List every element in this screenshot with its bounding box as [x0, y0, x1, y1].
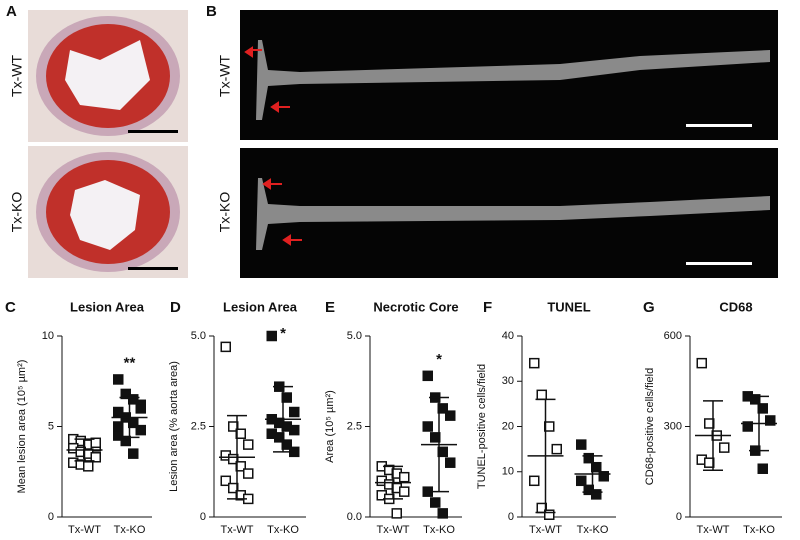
data-point [529, 357, 540, 369]
y-tick-label: 5.0 [347, 330, 362, 342]
data-point [536, 389, 547, 401]
data-point [696, 357, 707, 369]
data-point [90, 437, 101, 449]
panel-letter: F [483, 299, 492, 316]
data-point [551, 443, 562, 455]
significance: * [280, 325, 286, 342]
data-point [719, 442, 730, 453]
data-point [576, 439, 587, 450]
data-point [576, 475, 587, 487]
data-point [765, 415, 776, 426]
data-point [128, 448, 139, 459]
row-label: Tx-KO [217, 192, 233, 233]
chart-title: Lesion Area [223, 299, 298, 314]
y-tick-label: 5 [48, 420, 54, 432]
y-tick-label: 10 [502, 466, 514, 478]
y-tick-label: 0 [48, 511, 54, 523]
histology-image [28, 10, 188, 142]
data-point [113, 406, 124, 418]
data-point [437, 508, 448, 519]
y-tick-label: 40 [502, 330, 514, 342]
panel-letter: G [643, 299, 655, 316]
data-point [742, 421, 753, 432]
y-axis-label: Lesion area (% aorta area) [168, 361, 180, 492]
x-tick-label: Tx-KO [267, 524, 299, 536]
data-point [220, 341, 231, 353]
chart-title: Lesion Area [70, 299, 145, 314]
row-label: Tx-KO [9, 192, 25, 233]
data-point [220, 475, 231, 487]
data-point [266, 330, 277, 342]
data-point [243, 468, 254, 479]
chart-title: Necrotic Core [373, 299, 458, 314]
panel-letter: C [5, 299, 16, 316]
panel-letter: D [170, 299, 181, 316]
y-tick-label: 5.0 [191, 330, 206, 342]
y-tick-label: 600 [664, 330, 682, 342]
y-axis-label: TUNEL-positive cells/field [476, 364, 488, 489]
y-tick-label: 0 [200, 511, 206, 523]
data-point [422, 370, 433, 382]
x-tick-label: Tx-KO [577, 524, 609, 536]
significance: * [436, 351, 442, 368]
panel-letter: A [6, 3, 17, 20]
data-point [445, 410, 456, 421]
chart-title: CD68 [719, 299, 752, 314]
y-axis-label: CD68-positive cells/field [644, 368, 656, 485]
data-point [430, 497, 441, 508]
x-tick-label: Tx-WT [221, 524, 254, 536]
data-point [120, 435, 131, 447]
y-tick-label: 2.5 [191, 420, 206, 432]
x-tick-label: Tx-WT [529, 524, 562, 536]
y-tick-label: 0 [676, 511, 682, 523]
data-point [113, 374, 124, 385]
data-point [399, 471, 410, 483]
panel-letter: B [206, 3, 217, 20]
y-tick-label: 10 [42, 330, 54, 342]
y-tick-label: 0.0 [347, 511, 362, 523]
data-point [445, 457, 456, 468]
row-label: Tx-WT [217, 55, 233, 97]
histology-image [28, 146, 188, 278]
x-tick-label: Tx-WT [697, 524, 730, 536]
significance: ** [124, 354, 136, 371]
data-point [243, 439, 254, 450]
y-axis-label: Mean lesion area (10⁵ µm²) [16, 360, 28, 494]
x-tick-label: Tx-KO [114, 524, 146, 536]
y-tick-label: 2.5 [347, 420, 362, 432]
y-tick-label: 30 [502, 375, 514, 387]
data-point [83, 461, 94, 472]
data-point [90, 452, 101, 463]
y-tick-label: 20 [502, 420, 514, 432]
data-point [135, 403, 146, 414]
data-point [598, 471, 609, 482]
data-point [422, 421, 433, 432]
x-tick-label: Tx-KO [743, 524, 775, 536]
y-axis-label: Area (10⁵ µm²) [324, 390, 336, 463]
data-point [289, 424, 300, 436]
panel-letter: E [325, 299, 335, 316]
data-point [391, 508, 402, 519]
aorta-image [240, 10, 778, 140]
data-point [591, 489, 602, 500]
data-point [529, 475, 540, 487]
data-point [120, 388, 131, 400]
chart-title: TUNEL [547, 299, 590, 314]
data-point [757, 463, 768, 474]
data-point [135, 424, 146, 436]
data-point [113, 421, 124, 432]
x-tick-label: Tx-WT [68, 524, 101, 536]
x-tick-label: Tx-WT [377, 524, 410, 536]
data-point [289, 406, 300, 418]
aorta-image [240, 148, 778, 278]
x-tick-label: Tx-KO [423, 524, 455, 536]
y-tick-label: 0 [508, 511, 514, 523]
y-tick-label: 300 [664, 420, 682, 432]
data-point [544, 509, 555, 520]
data-point [399, 486, 410, 497]
row-label: Tx-WT [9, 55, 25, 97]
